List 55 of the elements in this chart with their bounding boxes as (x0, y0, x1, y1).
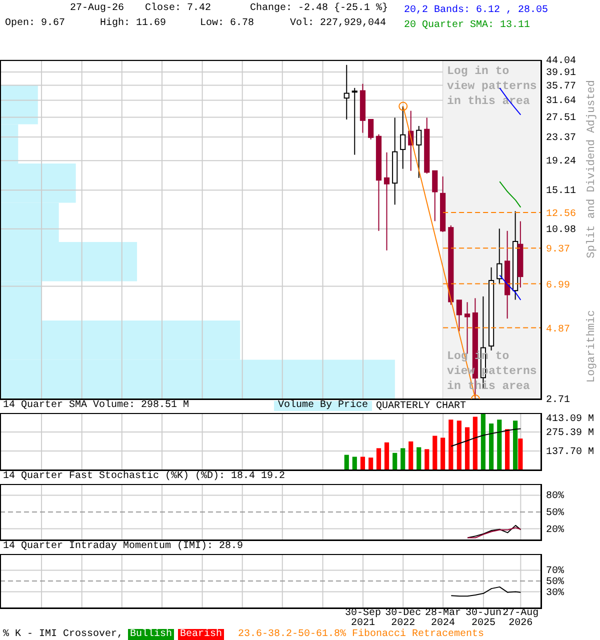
candlestick (384, 152, 390, 251)
y-tick-label: 10.98 (546, 224, 576, 236)
y-tick-label: 39.91 (546, 68, 576, 79)
chart-title: 14 Quarter SMA Volume: 298.51 M (3, 400, 190, 411)
text: Vol: 227,929,044 (290, 18, 386, 29)
text: Volume By Price (274, 400, 372, 411)
y-tick-label: 80% (546, 491, 564, 502)
y-tick-label: 19.24 (546, 156, 576, 168)
y-tick-label: 27.51 (546, 113, 576, 124)
text: 20,2 Bands: 6.12 , 28.05 (404, 4, 548, 18)
text: Open: 9.67 (5, 18, 66, 29)
y-tick-label: 50% (546, 508, 564, 519)
text: Change: -2.48 {-25.1 %} (250, 3, 388, 14)
ref-line-label: 6.99 (546, 280, 570, 292)
y-tick-label: 15.11 (546, 186, 576, 198)
y-tick-label: 275.39 M (546, 428, 594, 439)
text: % K - IMI Crossover, (3, 629, 124, 640)
y-tick-label: 20% (546, 524, 564, 536)
text: High: 11.69 (100, 18, 166, 29)
line-series (467, 527, 522, 538)
y-tick-label: 23.37 (546, 133, 576, 144)
line-series (499, 181, 522, 208)
line-series (450, 586, 522, 597)
candlestick (344, 64, 350, 120)
text: QUARTERLY CHART (376, 401, 466, 412)
chart-title: 14 Quarter Fast Stochastic (%K) (%D): 18.4 19.2 (3, 471, 286, 482)
text: Split and Dividend Adjusted (586, 80, 598, 258)
y-tick-label: 70% (546, 566, 564, 578)
text: 20 Quarter SMA: 13.11 (404, 19, 532, 33)
text: Logarithmic (586, 310, 598, 383)
text: Bullish (128, 629, 174, 640)
y-tick-label: 2.71 (546, 395, 570, 406)
candlestick (368, 118, 374, 140)
candlestick (496, 228, 502, 285)
y-tick-label: 50% (546, 577, 564, 588)
line-series (467, 524, 522, 538)
y-tick-label: 30% (546, 588, 564, 599)
y-tick-label: 44.04 (546, 56, 576, 67)
text: Close: 7.42 (145, 3, 212, 14)
text: Low: 6.78 (200, 18, 254, 29)
ref-line-label: 4.87 (546, 324, 570, 336)
ref-line-label: 9.37 (546, 244, 570, 256)
candlestick (432, 170, 438, 222)
candlestick (352, 87, 358, 156)
candlestick (416, 125, 422, 178)
y-tick-label: 413.09 M (546, 414, 594, 425)
ref-line-label: 12.56 (546, 209, 576, 220)
text: 23.6-38.2-50-61.8% Fibonacci Retracements (238, 629, 484, 640)
candlestick (456, 300, 462, 332)
text: Bearish (178, 629, 224, 640)
y-tick-label: 35.77 (546, 81, 576, 92)
text: 27-Aug-26 (70, 3, 124, 14)
chart-title: 14 Quarter Intraday Momentum (IMI): 28.9 (3, 541, 244, 552)
y-tick-label: 31.64 (546, 96, 576, 108)
y-tick-label: 137.70 M (546, 447, 594, 458)
